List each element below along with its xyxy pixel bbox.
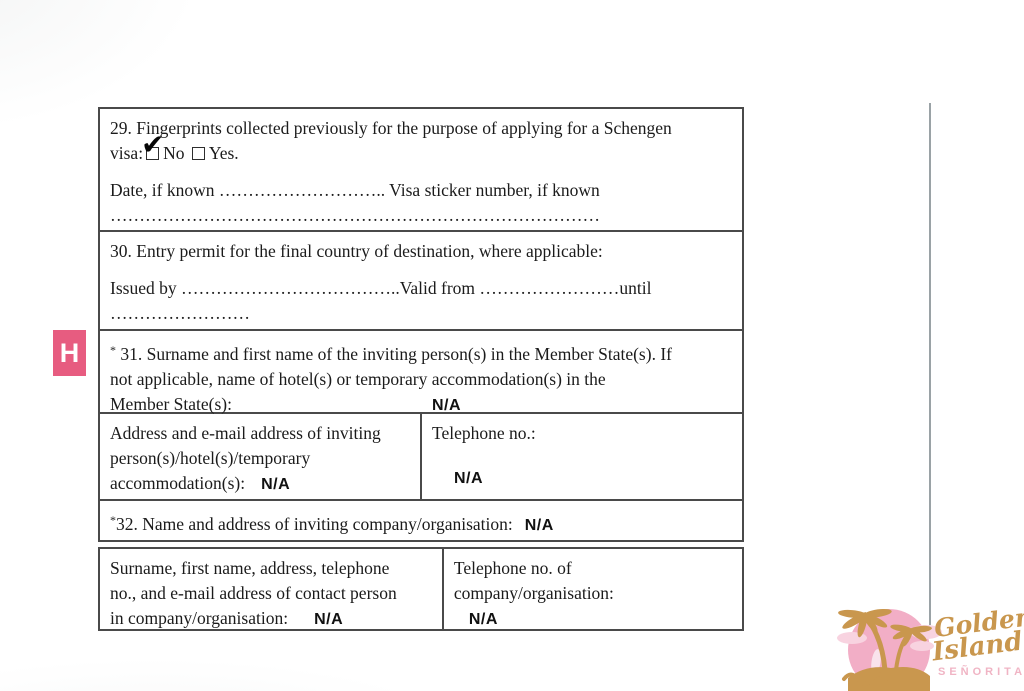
addr-na-value: N/A <box>261 476 291 493</box>
q29-no-label: No <box>163 143 185 163</box>
q31-line3: Member State(s): N/A <box>110 394 462 414</box>
q30-line1: 30. Entry permit for the final country o… <box>110 241 603 261</box>
q30-issued-line: Issued by ………………………………..Valid from ……………… <box>110 278 652 298</box>
form-table-contact: Surname, first name, address, telephone … <box>98 547 744 631</box>
cell-telephone: Telephone no.: N/A <box>422 414 742 499</box>
q31-asterisk: * <box>110 343 116 357</box>
company-tel-na-value: N/A <box>468 611 498 628</box>
logo-island-graphic <box>837 608 942 691</box>
addr-line1: Address and e-mail address of inviting <box>110 423 381 443</box>
cell-contact-person: Surname, first name, address, telephone … <box>100 549 444 629</box>
q31-line2: not applicable, name of hotel(s) or temp… <box>110 369 606 389</box>
row-q31-inviting-person: * 31. Surname and first name of the invi… <box>100 329 742 414</box>
contact-line2: no., and e-mail address of contact perso… <box>110 583 397 603</box>
q32-asterisk: * <box>110 513 116 527</box>
checkbox-yes[interactable] <box>191 147 205 160</box>
addr-line2: person(s)/hotel(s)/temporary <box>110 448 311 468</box>
q31-na-value: N/A <box>431 397 462 414</box>
row-q30-entry-permit: 30. Entry permit for the final country o… <box>100 230 742 329</box>
tel-na-value: N/A <box>454 470 484 487</box>
tel-line1: Telephone no.: <box>432 423 536 443</box>
q29-line2: visa: ✔ No Yes. <box>110 131 732 166</box>
company-tel-line1: Telephone no. of <box>453 558 572 578</box>
addr-line3: accommodation(s): N/A <box>110 473 291 493</box>
visa-form: 29. Fingerprints collected previously fo… <box>98 107 744 631</box>
cell-company-telephone: Telephone no. of company/organisation: N… <box>444 549 742 629</box>
contact-na-value: N/A <box>314 611 344 628</box>
row-address-telephone: Address and e-mail address of inviting p… <box>100 412 742 499</box>
q29-visa-prefix: visa: <box>110 143 144 163</box>
q29-date-line: Date, if known ……………………….. Visa sticker … <box>110 180 600 200</box>
h-highlight-marker: H <box>53 330 86 376</box>
row-q29-fingerprints: 29. Fingerprints collected previously fo… <box>100 109 742 230</box>
contact-line3: in company/organisation: N/A <box>110 608 344 628</box>
q29-yes-label: Yes. <box>208 143 239 163</box>
form-table-main: 29. Fingerprints collected previously fo… <box>98 107 744 542</box>
q31-line1: * 31. Surname and first name of the invi… <box>110 343 672 364</box>
company-tel-line2: company/organisation: <box>453 583 614 603</box>
checkmark-icon: ✔ <box>141 128 165 161</box>
page-edge-line <box>929 103 931 625</box>
golden-island-logo: Golden Island SEÑORITA <box>836 586 1024 691</box>
q29-dots-line: ………………………………………………………………………… <box>110 205 600 225</box>
checkbox-no[interactable]: ✔ <box>141 131 165 160</box>
q29-line1: 29. Fingerprints collected previously fo… <box>110 118 672 138</box>
q32-line1: *32. Name and address of inviting compan… <box>110 513 554 534</box>
q30-dots-line: …………………… <box>110 303 250 323</box>
q32-na-value: N/A <box>524 517 554 534</box>
cell-inviting-address: Address and e-mail address of inviting p… <box>100 414 422 499</box>
contact-line1: Surname, first name, address, telephone <box>110 558 390 578</box>
logo-word-senorita: SEÑORITA <box>938 666 1024 678</box>
h-marker-label: H <box>59 337 80 368</box>
row-q32-inviting-company: *32. Name and address of inviting compan… <box>100 499 742 540</box>
